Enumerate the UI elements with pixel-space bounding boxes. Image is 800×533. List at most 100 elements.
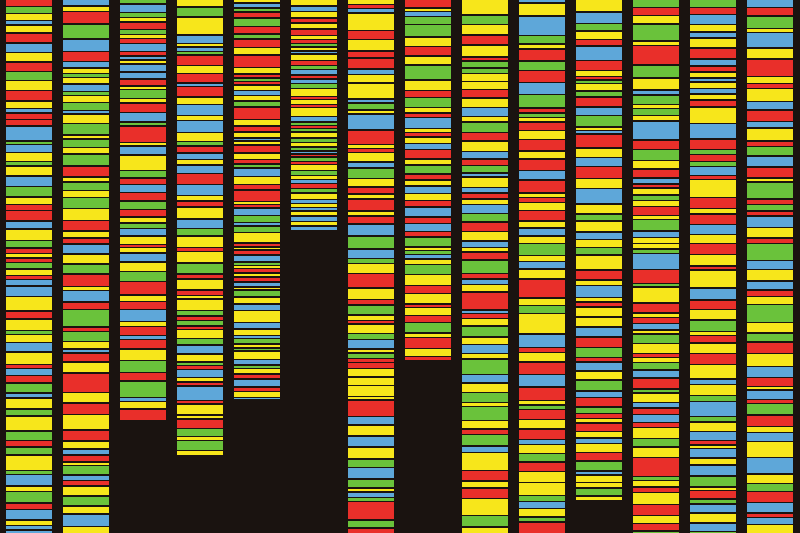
band [462,311,508,313]
band [747,433,793,441]
band [348,250,394,258]
band [348,426,394,436]
band [348,225,394,236]
band [576,215,622,220]
band [690,321,736,331]
band [291,129,337,131]
band [633,201,679,205]
band [462,516,508,526]
band [291,200,337,203]
band [63,374,109,392]
band [633,270,679,283]
band [519,270,565,279]
band [291,55,337,60]
band-column [6,0,52,533]
band [462,345,508,352]
band [690,60,736,65]
band [576,116,622,126]
band [462,188,508,192]
band [633,481,679,486]
band [690,514,736,523]
band [291,194,337,199]
band [6,26,52,32]
band [576,328,622,337]
band [690,140,736,149]
band [462,205,508,212]
band [120,143,166,145]
band-column [405,0,451,361]
band [234,266,280,268]
band [405,81,451,90]
band [120,99,166,102]
band [63,497,109,505]
band [747,323,793,332]
band [462,99,508,107]
band [519,430,565,439]
band [6,335,52,341]
band [633,220,679,230]
band [177,116,223,119]
band [690,449,736,457]
band [747,334,793,342]
band [519,222,565,228]
band [291,152,337,154]
band [177,196,223,200]
band [462,253,508,259]
band [519,472,565,482]
band [291,204,337,207]
dna-band-visualization [0,0,800,533]
band [348,75,394,82]
band [177,330,223,337]
band [291,52,337,54]
band [63,487,109,495]
band [234,19,280,26]
band [690,524,736,531]
band [234,392,280,396]
band [234,251,280,255]
band [234,27,280,33]
band [462,58,508,60]
band [348,188,394,193]
band [462,261,508,273]
band [63,183,109,190]
band [462,223,508,231]
band [291,222,337,225]
band [405,323,451,332]
band [405,357,451,359]
band [6,410,52,416]
band [690,176,736,179]
band [633,189,679,195]
band [405,144,451,149]
band [234,160,280,163]
band [120,156,166,170]
band [519,256,565,261]
band [747,291,793,296]
band [6,475,52,485]
band [291,80,337,83]
band [348,363,394,368]
band [462,74,508,80]
band [234,35,280,39]
band [6,448,52,455]
band [120,44,166,50]
band [234,139,280,141]
band [177,229,223,235]
band [633,415,679,422]
band [462,200,508,204]
band [177,321,223,325]
band [747,183,793,198]
band [462,435,508,445]
band [462,384,508,392]
band [576,476,622,482]
band [177,142,223,145]
band [63,466,109,474]
band [120,0,166,3]
band [6,53,52,61]
band [576,81,622,83]
band [462,453,508,470]
band [291,7,337,11]
band [234,248,280,250]
band [690,432,736,439]
band [234,283,280,286]
band [747,8,793,15]
